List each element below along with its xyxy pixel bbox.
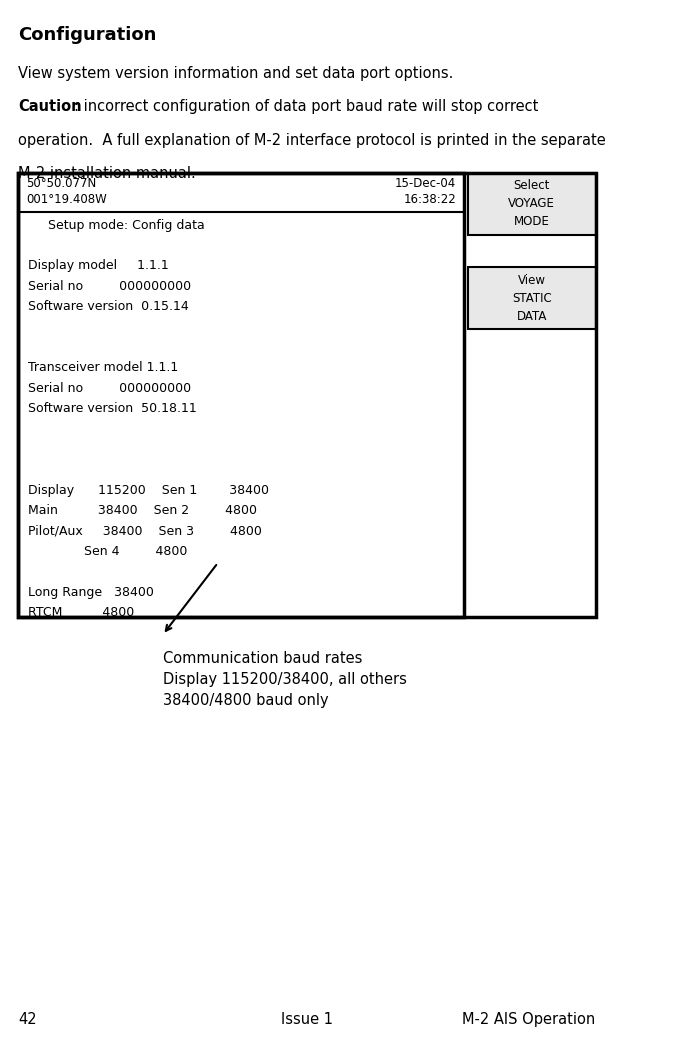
- Text: Caution: Caution: [19, 99, 82, 114]
- Bar: [468, 267, 595, 329]
- Text: Long Range   38400: Long Range 38400: [27, 586, 154, 598]
- Text: Sen 4         4800: Sen 4 4800: [27, 545, 187, 558]
- Text: Display model     1.1.1: Display model 1.1.1: [27, 259, 168, 272]
- Text: Transceiver model 1.1.1: Transceiver model 1.1.1: [27, 361, 178, 374]
- Text: Serial no         000000000: Serial no 000000000: [27, 382, 191, 394]
- Bar: [19, 173, 595, 617]
- Text: 15-Dec-04
16:38:22: 15-Dec-04 16:38:22: [395, 177, 456, 206]
- Text: View
STATIC
DATA: View STATIC DATA: [512, 274, 552, 322]
- Text: Configuration: Configuration: [19, 26, 157, 44]
- Text: Software version  0.15.14: Software version 0.15.14: [27, 300, 189, 313]
- Text: 42: 42: [19, 1013, 37, 1027]
- Text: Display      115200    Sen 1        38400: Display 115200 Sen 1 38400: [27, 483, 269, 497]
- Text: View system version information and set data port options.: View system version information and set …: [19, 66, 454, 81]
- Text: Serial no         000000000: Serial no 000000000: [27, 279, 191, 293]
- Text: Software version  50.18.11: Software version 50.18.11: [27, 402, 196, 415]
- Text: M-2 installation manual.: M-2 installation manual.: [19, 166, 196, 181]
- Bar: [468, 173, 595, 235]
- Text: Pilot/Aux     38400    Sen 3         4800: Pilot/Aux 38400 Sen 3 4800: [27, 525, 261, 538]
- Text: operation.  A full explanation of M-2 interface protocol is printed in the separ: operation. A full explanation of M-2 int…: [19, 133, 606, 147]
- Text: Issue 1: Issue 1: [281, 1013, 333, 1027]
- Text: Select
VOYAGE
MODE: Select VOYAGE MODE: [508, 180, 555, 228]
- Text: Setup mode: Config data: Setup mode: Config data: [27, 219, 204, 231]
- Text: RTCM          4800: RTCM 4800: [27, 607, 134, 619]
- Text: : incorrect configuration of data port baud rate will stop correct: : incorrect configuration of data port b…: [74, 99, 539, 114]
- Text: 50°50.077N
001°19.408W: 50°50.077N 001°19.408W: [26, 177, 106, 206]
- Text: Communication baud rates
Display 115200/38400, all others
38400/4800 baud only: Communication baud rates Display 115200/…: [163, 651, 407, 707]
- Text: Main          38400    Sen 2         4800: Main 38400 Sen 2 4800: [27, 504, 257, 517]
- Text: M-2 AIS Operation: M-2 AIS Operation: [462, 1013, 595, 1027]
- Bar: [19, 173, 464, 617]
